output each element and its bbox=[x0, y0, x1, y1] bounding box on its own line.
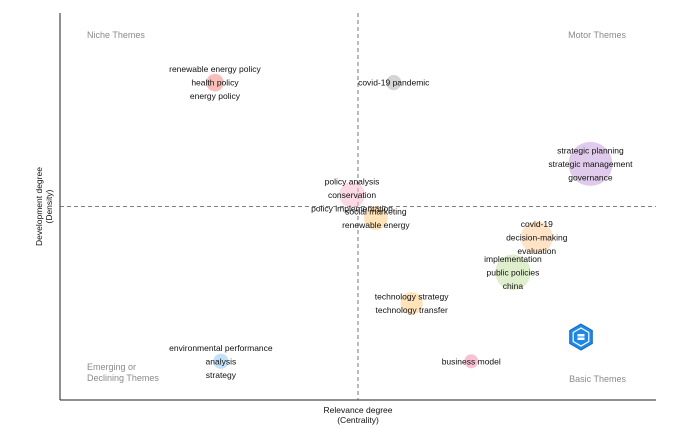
cluster-label: energy policy bbox=[190, 91, 241, 101]
cluster-label: business model bbox=[442, 356, 501, 366]
cluster-label: public policies bbox=[486, 267, 539, 277]
cluster-label: technology transfer bbox=[375, 305, 447, 315]
cluster-label: covid-19 bbox=[521, 219, 553, 229]
cluster-label: china bbox=[503, 281, 524, 291]
cluster-bubble bbox=[386, 75, 402, 91]
cluster-label: policy implementation bbox=[311, 203, 393, 213]
cluster-bubble bbox=[400, 292, 423, 315]
quadrant-label-niche: Niche Themes bbox=[87, 30, 145, 40]
cluster-label: environmental performance bbox=[169, 343, 273, 353]
cluster-bubble bbox=[206, 73, 224, 92]
cluster-bubble bbox=[568, 141, 613, 186]
quadrant-label-emerging: Emerging or bbox=[87, 362, 136, 372]
cluster-labels: renewable energy policy health policy ener… bbox=[169, 64, 633, 380]
axes: Relevance degree(Centrality) Development … bbox=[34, 13, 656, 425]
cluster-label: strategic planning bbox=[557, 145, 624, 155]
cluster-label: evaluation bbox=[517, 246, 556, 256]
cluster-bubbles bbox=[206, 73, 613, 369]
quadrant-label-basic: Basic Themes bbox=[569, 374, 626, 384]
quadrant-label-emerging: Declining Themes bbox=[87, 373, 159, 383]
cluster-label: policy analysis bbox=[325, 176, 380, 186]
cluster-label: renewable energy bbox=[342, 220, 410, 230]
hexagon-logo-icon bbox=[569, 323, 593, 351]
cluster-label: renewable energy policy bbox=[169, 64, 261, 74]
y-axis-label: (Density) bbox=[44, 189, 54, 223]
cluster-label: implementation bbox=[484, 254, 542, 264]
x-axis-label: Relevance degree bbox=[324, 405, 393, 415]
cluster-label: covid-19 pandemic bbox=[358, 78, 430, 88]
cluster-label: health policy bbox=[191, 78, 239, 88]
cluster-bubble bbox=[520, 221, 553, 254]
cluster-bubble bbox=[213, 353, 229, 369]
cluster-label: social marketing bbox=[345, 206, 407, 216]
cluster-bubble bbox=[495, 254, 531, 291]
x-axis-label: (Centrality) bbox=[337, 415, 379, 425]
quadrant-label-motor: Motor Themes bbox=[568, 30, 626, 40]
cluster-bubble bbox=[364, 206, 388, 230]
quadrant-labels: Niche Themes Motor Themes Emerging orDecli… bbox=[87, 30, 626, 384]
cluster-label: governance bbox=[568, 172, 613, 182]
cluster-bubble bbox=[464, 354, 479, 369]
cluster-label: technology strategy bbox=[375, 292, 449, 302]
y-axis-label: Development degree bbox=[34, 167, 44, 246]
cluster-label: strategy bbox=[206, 370, 237, 380]
cluster-label: analysis bbox=[206, 356, 237, 366]
cluster-label: decision-making bbox=[506, 232, 568, 242]
cluster-label: strategic management bbox=[548, 159, 633, 169]
cluster-bubble bbox=[339, 181, 366, 208]
cluster-label: conservation bbox=[328, 190, 376, 200]
